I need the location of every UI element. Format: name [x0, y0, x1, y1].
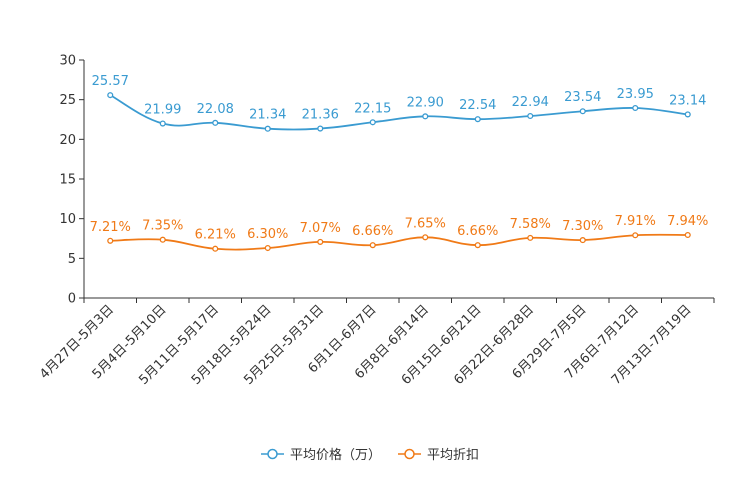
data-label: 23.14	[669, 93, 706, 108]
data-label: 7.35%	[142, 219, 183, 234]
y-tick-label: 10	[59, 212, 76, 227]
data-label: 21.34	[249, 108, 286, 123]
data-point[interactable]	[632, 232, 639, 239]
data-point[interactable]	[212, 119, 219, 126]
data-point[interactable]	[684, 111, 691, 118]
data-label: 6.30%	[247, 227, 288, 242]
data-point[interactable]	[159, 236, 166, 243]
legend[interactable]: 平均价格（万） 平均折扣	[261, 447, 479, 463]
data-point[interactable]	[369, 242, 376, 249]
data-point[interactable]	[527, 112, 534, 120]
data-point[interactable]	[632, 104, 639, 112]
data-label: 22.90	[407, 95, 444, 110]
data-label: 21.36	[302, 108, 339, 123]
data-label: 7.07%	[300, 221, 341, 236]
data-label: 22.54	[459, 98, 496, 113]
data-point[interactable]	[684, 231, 691, 239]
data-point[interactable]	[212, 245, 219, 252]
data-point[interactable]	[107, 237, 114, 244]
data-label: 7.21%	[90, 220, 131, 235]
y-tick-label: 5	[68, 252, 76, 267]
data-label: 7.65%	[405, 216, 446, 231]
data-label: 7.91%	[615, 214, 656, 229]
data-label: 23.54	[564, 90, 601, 105]
data-point[interactable]	[369, 119, 376, 126]
data-label: 6.66%	[352, 224, 393, 239]
data-label: 22.94	[512, 95, 549, 110]
data-point[interactable]	[527, 234, 534, 241]
series-lines	[107, 92, 691, 252]
data-label: 21.99	[144, 103, 181, 118]
data-point[interactable]	[474, 116, 481, 123]
data-label: 6.66%	[457, 224, 498, 239]
data-label: 25.57	[92, 74, 129, 89]
data-labels: 25.57 21.99 22.08 21.34 21.36 22.15 22.90 22.54…	[90, 74, 709, 243]
data-point[interactable]	[579, 237, 586, 244]
legend-item-discount[interactable]: 平均折扣	[398, 448, 479, 463]
legend-label-discount: 平均折扣	[427, 448, 479, 463]
data-point[interactable]	[317, 125, 324, 132]
series-line-1	[110, 233, 688, 251]
y-tick-label: 25	[59, 93, 76, 108]
data-label: 22.15	[354, 101, 391, 116]
y-tick-label: 30	[59, 54, 76, 69]
data-point[interactable]	[264, 244, 271, 252]
y-tick-label: 20	[59, 133, 76, 148]
data-point[interactable]	[107, 92, 114, 99]
data-point[interactable]	[422, 234, 429, 241]
legend-item-price[interactable]: 平均价格（万）	[261, 447, 381, 463]
y-tick-label: 15	[59, 173, 76, 188]
data-label: 22.08	[197, 102, 234, 117]
series-line-0	[109, 94, 688, 131]
data-point[interactable]	[422, 113, 429, 120]
data-point[interactable]	[474, 242, 481, 249]
data-point[interactable]	[159, 120, 166, 127]
data-point[interactable]	[579, 108, 586, 115]
data-label: 6.21%	[195, 228, 236, 243]
y-tick-label: 0	[68, 292, 76, 307]
data-point[interactable]	[317, 238, 324, 245]
data-label: 7.30%	[562, 219, 603, 234]
data-label: 7.58%	[510, 217, 551, 232]
data-label: 7.94%	[667, 214, 708, 229]
data-label: 23.95	[617, 87, 654, 102]
data-point[interactable]	[264, 125, 271, 132]
legend-label-price: 平均价格（万）	[290, 447, 381, 463]
